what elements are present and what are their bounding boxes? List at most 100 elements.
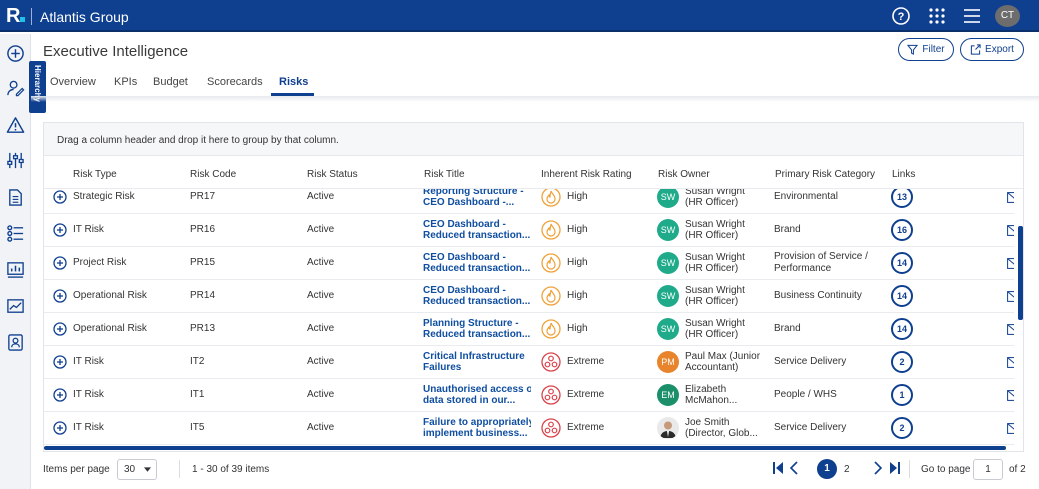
owner-avatar: SW [657,318,679,340]
expand-row-icon[interactable] [53,355,67,369]
grid-body: Strategic Risk PR17 Active Reporting Struct… [44,189,1014,446]
mail-icon[interactable] [1007,258,1014,269]
table-row[interactable]: Operational Risk PR13 Active Planning Struc… [44,313,1014,346]
trend-chart-icon[interactable] [6,297,25,316]
table-row[interactable]: Strategic Risk PR17 Active Reporting Struct… [44,189,1014,214]
col-risk-owner[interactable]: Risk Owner [658,169,710,180]
menu-icon[interactable] [962,6,982,26]
mail-icon[interactable] [1007,390,1014,401]
expand-row-icon[interactable] [53,256,67,270]
owner-avatar: SW [657,285,679,307]
expand-row-icon[interactable] [53,388,67,402]
links-count-badge[interactable]: 14 [891,318,913,340]
risk-title-link[interactable]: Failure to appropriately implement busine… [423,417,531,439]
previous-page-icon[interactable] [789,460,799,476]
user-avatar[interactable]: CT [995,5,1020,27]
checklist-icon[interactable] [6,224,25,243]
risk-code: PR15 [190,257,216,268]
last-page-icon[interactable] [889,460,901,476]
warning-icon[interactable] [6,116,25,135]
owner-role: (HR Officer) [685,296,739,307]
risk-type: Operational Risk [73,323,147,334]
expand-row-icon[interactable] [53,322,67,336]
filter-button[interactable]: Filter [898,38,954,61]
vertical-scrollbar[interactable] [1018,226,1023,320]
go-to-page-input[interactable]: 1 [973,459,1003,480]
links-count-badge[interactable]: 2 [891,351,913,373]
owner-role: McMahon... [685,395,738,406]
col-risk-status[interactable]: Risk Status [307,169,358,180]
owner-name: Susan Wright [685,318,745,329]
mail-icon[interactable] [1007,192,1014,203]
tab-overview[interactable]: Overview [50,76,96,88]
mail-icon[interactable] [1007,225,1014,236]
risk-code: IT2 [190,356,205,367]
page-2-button[interactable]: 2 [844,464,850,475]
tab-budget[interactable]: Budget [153,76,188,88]
apps-grid-icon[interactable] [927,6,947,26]
col-risk-title[interactable]: Risk Title [424,169,465,180]
next-page-icon[interactable] [873,460,883,476]
tab-scorecards[interactable]: Scorecards [207,76,263,88]
col-risk-code[interactable]: Risk Code [190,169,237,180]
col-links[interactable]: Links [892,169,916,180]
report-chart-icon[interactable] [6,260,25,279]
expand-row-icon[interactable] [53,223,67,237]
risk-title-link[interactable]: Unauthorised access of data stored in our… [423,384,531,406]
table-row[interactable]: Project Risk PR15 Active CEO Dashboard - Red… [44,247,1014,280]
risk-title-link[interactable]: CEO Dashboard - Reduced transaction... [423,219,531,241]
risk-title-link[interactable]: CEO Dashboard - Reduced transaction... [423,285,531,307]
flame-rating-icon [541,220,561,240]
expand-row-icon[interactable] [53,421,67,435]
risk-owner: Susan Wright (HR Officer) [685,318,745,340]
export-icon [970,44,981,55]
items-per-page-label: Items per page [43,464,110,475]
first-page-icon[interactable] [772,460,784,476]
export-button[interactable]: Export [960,38,1024,61]
table-row[interactable]: IT Risk IT2 Active Critical Infrastructure F… [44,346,1014,379]
user-edit-icon[interactable] [6,79,25,98]
group-drop-zone[interactable]: Drag a column header and drop it here to… [44,123,1023,156]
table-row[interactable]: IT Risk PR16 Active CEO Dashboard - Reduced … [44,214,1014,247]
mail-icon[interactable] [1007,324,1014,335]
items-per-page-select[interactable]: 30 [117,459,157,480]
profile-card-icon[interactable] [6,333,25,352]
col-primary-category[interactable]: Primary Risk Category [775,169,876,180]
app-logo[interactable]: R [6,5,26,28]
mail-icon[interactable] [1007,423,1014,434]
col-inherent-rating[interactable]: Inherent Risk Rating [541,169,632,180]
tab-kpis[interactable]: KPIs [114,76,138,88]
risk-category: Environmental [774,191,838,202]
add-circle-icon[interactable] [6,44,25,63]
risk-status: Active [307,422,335,433]
risk-rating: Extreme [567,389,605,400]
table-row[interactable]: IT Risk IT1 Active Unauthorised access of da… [44,379,1014,412]
table-row[interactable]: Operational Risk PR14 Active CEO Dashboard … [44,280,1014,313]
mail-icon[interactable] [1007,291,1014,302]
tab-risks[interactable]: Risks [279,76,309,88]
page-1-button[interactable]: 1 [817,459,837,479]
sliders-icon[interactable] [6,151,25,170]
svg-text:?: ? [898,11,905,23]
flame-rating-icon [541,189,561,207]
risk-title-link[interactable]: Critical Infrastructure Failures [423,351,531,373]
expand-row-icon[interactable] [53,190,67,204]
risk-title-link[interactable]: Planning Structure - Reduced transaction.… [423,318,531,340]
links-count-badge[interactable]: 14 [891,285,913,307]
links-count-badge[interactable]: 13 [891,189,913,208]
links-count-badge[interactable]: 14 [891,252,913,274]
help-icon[interactable]: ? [891,6,911,26]
mail-icon[interactable] [1007,357,1014,368]
expand-row-icon[interactable] [53,289,67,303]
links-count-badge[interactable]: 2 [891,417,913,439]
risk-type: IT Risk [73,422,104,433]
document-icon[interactable] [6,188,25,207]
risk-title-link[interactable]: Reporting Structure - CEO Dashboard -... [423,189,531,208]
hierarchy-tab[interactable]: Hierarchy [29,61,46,113]
risk-title-link[interactable]: CEO Dashboard - Reduced transaction... [423,252,531,274]
horizontal-scrollbar[interactable] [44,446,1006,450]
links-count-badge[interactable]: 1 [891,384,913,406]
table-row[interactable]: IT Risk IT5 Active Failure to appropriately… [44,412,1014,445]
col-risk-type[interactable]: Risk Type [73,169,117,180]
links-count-badge[interactable]: 16 [891,219,913,241]
